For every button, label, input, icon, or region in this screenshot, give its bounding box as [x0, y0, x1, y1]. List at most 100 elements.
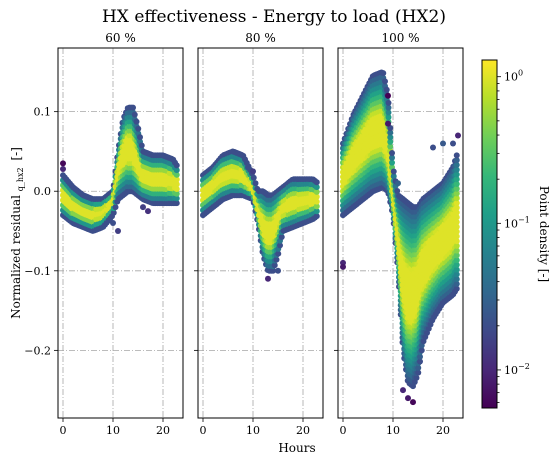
scatter-point: [453, 161, 460, 168]
scatter-point: [394, 188, 401, 195]
scatter-point: [390, 168, 397, 175]
scatter-point: [313, 198, 320, 205]
scatter-point: [385, 120, 391, 127]
scatter-point: [453, 257, 460, 264]
panel-2-points: [340, 69, 461, 406]
scatter-point: [453, 152, 460, 159]
scatter-point: [453, 200, 460, 207]
chart-title: HX effectiveness - Energy to load (HX2): [102, 7, 446, 27]
scatter-point: [430, 144, 436, 151]
x-tick-label: 10: [106, 424, 120, 437]
scatter-point: [173, 181, 180, 188]
scatter-point: [453, 233, 460, 240]
scatter-point: [405, 395, 411, 402]
panel-1-frame: [197, 47, 324, 419]
y-axis-label-subscript: q_hx2: [16, 167, 25, 191]
scatter-point: [138, 142, 145, 149]
x-axis-label: Hours: [278, 441, 315, 455]
scatter-point: [140, 204, 146, 211]
scatter-point: [245, 164, 251, 171]
scatter-point: [453, 180, 460, 187]
scatter-point: [453, 242, 460, 249]
scatter-point: [313, 179, 320, 186]
panel-1: 80 % 0 10 20: [194, 31, 324, 437]
scatter-point: [415, 369, 422, 376]
scatter-point: [250, 174, 257, 181]
y-tick-label: −0.1: [24, 265, 51, 278]
scatter-point: [383, 86, 390, 93]
scatter-point: [453, 157, 460, 164]
scatter-point: [313, 184, 320, 191]
scatter-point: [417, 353, 423, 360]
scatter-point: [453, 223, 460, 230]
scatter-point: [173, 200, 180, 207]
scatter-point: [453, 261, 460, 268]
scatter-point: [313, 213, 320, 220]
scatter-point: [313, 208, 320, 215]
scatter-point: [453, 209, 460, 216]
scatter-point: [385, 99, 392, 106]
scatter-point: [453, 214, 460, 221]
scatter-point: [275, 267, 281, 274]
scatter-point: [453, 238, 460, 245]
scatter-point: [275, 250, 282, 257]
colorbar-tick-label-1: 10−1: [504, 215, 530, 230]
x-tick-label: 0: [340, 424, 347, 437]
scatter-point: [173, 162, 180, 169]
scatter-point: [278, 233, 285, 240]
panel-title-0: 60 %: [105, 31, 136, 45]
scatter-point: [400, 387, 406, 394]
scatter-point: [60, 165, 66, 172]
panel-2-frame: [337, 47, 464, 419]
panel-1-points: [200, 148, 320, 282]
scatter-point: [395, 180, 401, 187]
scatter-point: [115, 228, 121, 235]
panel-0: 60 % 0 10 20 0.1 0.0 −0.1 −0.2: [24, 31, 184, 437]
scatter-point: [385, 109, 392, 116]
scatter-point: [453, 166, 460, 173]
scatter-point: [453, 171, 460, 178]
scatter-point: [137, 134, 143, 141]
scatter-point: [413, 374, 420, 381]
x-tick-label: 0: [200, 424, 207, 437]
scatter-point: [340, 263, 346, 270]
scatter-point: [410, 399, 416, 406]
scatter-point: [385, 114, 392, 121]
x-tick-label: 10: [246, 424, 260, 437]
scatter-point: [390, 173, 397, 180]
panel-title-1: 80 %: [245, 31, 276, 45]
scatter-point: [418, 347, 425, 354]
scatter-point: [453, 285, 460, 292]
scatter-point: [453, 195, 460, 202]
scatter-point: [380, 70, 387, 77]
scatter-point: [450, 140, 456, 147]
colorbar-label: Point density [-]: [537, 186, 550, 282]
scatter-point: [110, 209, 117, 216]
scatter-point: [173, 195, 180, 202]
scatter-point: [453, 185, 460, 192]
scatter-point: [453, 204, 460, 211]
scatter-point: [133, 118, 140, 125]
scatter-point: [415, 364, 422, 371]
scatter-point: [453, 266, 460, 273]
scatter-point: [145, 208, 151, 215]
x-tick-label: 20: [296, 424, 310, 437]
scatter-point: [110, 220, 116, 227]
x-tick-label: 20: [436, 424, 450, 437]
y-tick-label: 0.1: [34, 106, 52, 119]
scatter-point: [389, 150, 395, 157]
scatter-point: [271, 262, 278, 269]
y-axis-label-unit: [-]: [9, 147, 23, 160]
colorbar-tick-label-0: 100: [504, 69, 523, 84]
scatter-point: [455, 132, 461, 139]
scatter-point: [387, 129, 394, 136]
scatter-point: [135, 125, 142, 132]
scatter-point: [453, 176, 460, 183]
panel-0-points: [60, 104, 180, 235]
colorbar: Point density [-] 100 10−1 10−2: [481, 59, 550, 409]
scatter-point: [382, 78, 388, 85]
scatter-point: [385, 104, 392, 111]
scatter-point: [453, 271, 460, 278]
